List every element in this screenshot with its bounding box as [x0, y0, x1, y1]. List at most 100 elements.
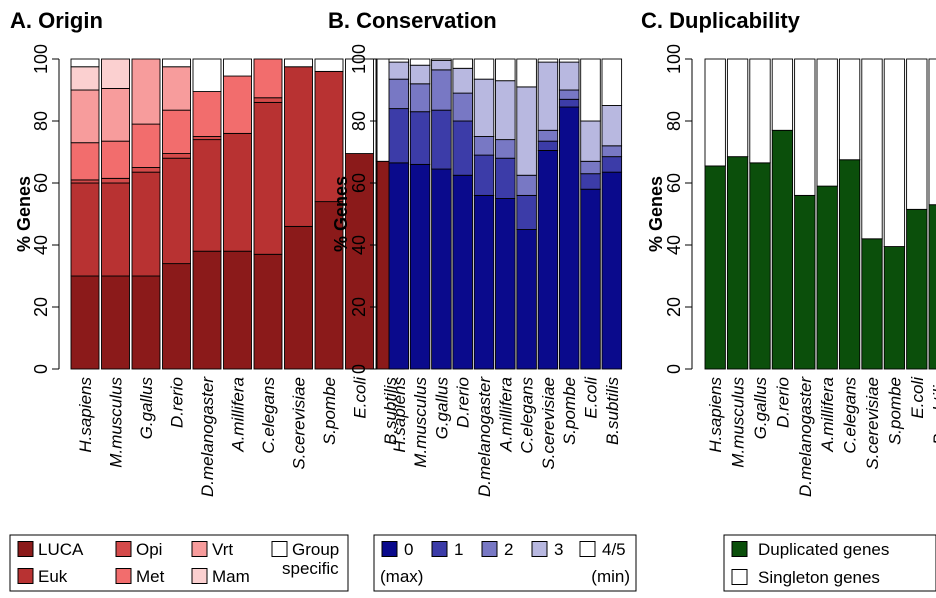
legend-label: 3	[554, 540, 563, 559]
panel-title: B. Conservation	[328, 8, 497, 33]
y-tick-label: 100	[31, 44, 51, 74]
legend-label: Singleton genes	[758, 568, 880, 587]
bar-segment-2	[558, 89, 580, 100]
bar-segment-2	[452, 92, 473, 122]
legend-swatch-4-5	[579, 541, 596, 557]
bar-segment-4-5	[388, 58, 410, 63]
legend-label: Mam	[212, 567, 250, 586]
legend-note-min: (min)	[591, 567, 630, 586]
bar-segment-opi	[192, 136, 222, 141]
x-tick-label: B.subtilis	[930, 377, 936, 446]
x-tick-label: H.sapiens	[390, 377, 409, 453]
x-tick-label: E.coli	[351, 376, 370, 419]
bar-segment-luca	[101, 275, 130, 370]
bar-segment-4-5	[452, 58, 473, 69]
bar-segment-duplicated-genes	[838, 159, 861, 370]
bar-segment-met	[131, 123, 161, 168]
legend-swatch-mam	[191, 568, 208, 584]
x-tick-label: S.cerevisiae	[863, 377, 882, 470]
bar-segment-duplicated-genes	[861, 238, 883, 370]
x-tick-label: E.coli	[582, 376, 601, 419]
legend-box	[723, 534, 936, 592]
bar-segment-4-5	[516, 58, 537, 88]
x-tick-label: B.subtilis	[603, 377, 622, 446]
bar-segment-0	[452, 174, 473, 370]
bar-segment-1	[388, 108, 410, 164]
bar-segment-group-specific	[284, 58, 313, 68]
x-tick-label: A.millifera	[229, 377, 248, 453]
bar-segment-3	[409, 64, 431, 85]
bar-segment-luca	[70, 275, 100, 370]
bar-segment-1	[431, 109, 452, 170]
bar-segment-1	[409, 111, 431, 165]
bar-segment-0	[601, 171, 623, 370]
bar-segment-group-specific	[223, 58, 252, 77]
y-axis-label: % Genes	[331, 176, 351, 252]
bar-segment-euk	[253, 101, 283, 255]
x-tick-label: C.elegans	[518, 377, 537, 454]
bar-segment-met	[162, 109, 191, 155]
x-tick-label: A.millifera	[818, 377, 837, 453]
legend-label: Group	[292, 540, 339, 559]
legend-swatch-1	[431, 541, 448, 557]
x-tick-label: S.cerevisiae	[290, 377, 309, 470]
bar-segment-met	[70, 142, 100, 181]
x-tick-label: C.elegans	[841, 377, 860, 454]
legend-swatch-duplicated-genes	[731, 541, 748, 557]
bar-segment-singleton-genes	[861, 58, 883, 240]
bar-segment-1	[516, 194, 537, 230]
bar-segment-euk	[70, 182, 100, 277]
y-tick-label: 100	[664, 44, 684, 74]
bar-segment-0	[431, 168, 452, 370]
bar-segment-1	[452, 120, 473, 176]
bar-segment-1	[473, 154, 495, 196]
bar-segment-euk	[284, 66, 313, 227]
legend-label: Vrt	[212, 540, 233, 559]
legend-swatch-singleton-genes	[731, 569, 748, 585]
bar-segment-group-specific	[345, 58, 374, 155]
y-tick-label: 20	[664, 297, 684, 317]
bar-segment-luca	[223, 250, 252, 370]
bar-segment-opi	[70, 179, 100, 184]
y-tick-label: 80	[349, 111, 369, 131]
bar-segment-1	[495, 157, 516, 199]
legend-label: 2	[504, 540, 513, 559]
bar-segment-duplicated-genes	[816, 185, 838, 370]
bar-segment-group-specific	[70, 58, 100, 68]
bar-segment-singleton-genes	[906, 58, 928, 210]
bar-segment-singleton-genes	[749, 58, 771, 164]
bar-segment-1	[580, 173, 601, 190]
panel-conservation: B. Conservation% Genes020406080100H.sapi…	[328, 8, 637, 592]
legend-label: Opi	[136, 540, 162, 559]
bar-segment-3	[601, 105, 623, 147]
x-tick-label: G.gallus	[432, 377, 451, 440]
panel-title: C. Duplicability	[641, 8, 801, 33]
legend-swatch-group-specific	[271, 541, 288, 557]
y-tick-label: 0	[664, 364, 684, 374]
bar-segment-group-specific	[314, 58, 344, 72]
bar-segment-3	[537, 61, 559, 131]
legend-label: Met	[136, 567, 165, 586]
bar-segment-2	[495, 139, 516, 159]
y-tick-label: 60	[664, 173, 684, 193]
bar-segment-opi	[162, 153, 191, 159]
bar-segment-0	[580, 188, 601, 370]
y-axis-label: % Genes	[646, 176, 666, 252]
legend-swatch-met	[115, 568, 132, 584]
legend-swatch-euk	[17, 568, 34, 584]
bar-segment-luca	[162, 263, 191, 370]
y-tick-label: 0	[349, 364, 369, 374]
bar-segment-met	[253, 58, 283, 99]
x-tick-label: H.sapiens	[706, 377, 725, 453]
bar-segment-2	[601, 145, 623, 158]
bar-segment-opi	[131, 167, 161, 173]
y-tick-label: 40	[31, 235, 51, 255]
bar-segment-2	[388, 78, 410, 110]
x-tick-label: M.musculus	[729, 377, 748, 468]
bar-segment-luca	[345, 153, 374, 370]
x-tick-label: B.subtilis	[381, 377, 400, 446]
legend-swatch-3	[531, 541, 548, 557]
legend-swatch-luca	[17, 541, 34, 557]
bar-segment-singleton-genes	[704, 58, 726, 167]
